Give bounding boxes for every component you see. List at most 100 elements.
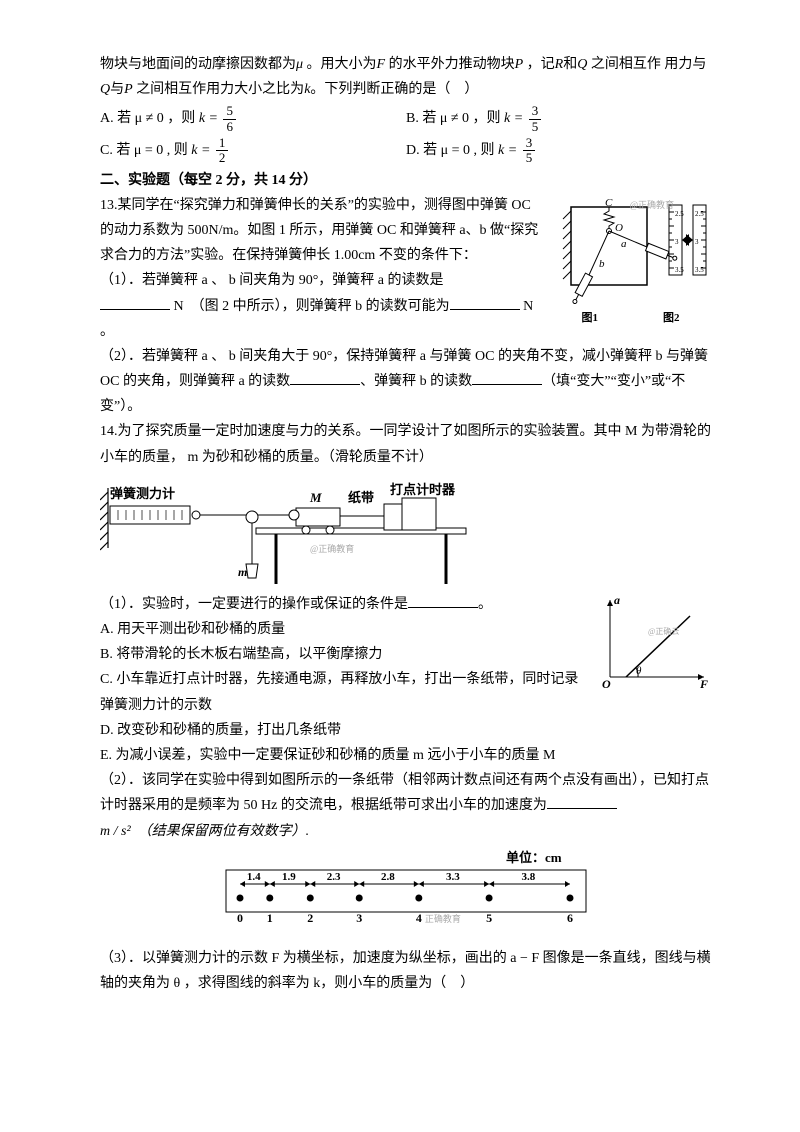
opt-a-den: 6 [223,120,236,134]
svg-text:1.9: 1.9 [282,871,296,883]
Q1: Q [577,57,587,72]
opt-d-keq: k = [498,143,517,158]
svg-text:2.8: 2.8 [381,871,395,883]
opt-c-den: 2 [216,151,229,165]
svg-text:m: m [238,565,247,579]
svg-text:2: 2 [307,911,313,925]
svg-text:6: 6 [567,911,573,925]
blank-3 [290,370,360,385]
options-row-1: A. 若 μ ≠ 0 ，则 k = 56 B. 若 μ ≠ 0 ，则 k = 3… [100,104,712,134]
svg-text:3: 3 [695,238,699,246]
option-d: D. 若 μ = 0 , 则 k = 35 [406,136,712,166]
svg-text:3.5: 3.5 [675,266,684,274]
q14-p1: 14.为了探究质量一定时加速度与力的关系。一同学设计了如图所示的实验装置。其中 … [100,419,712,469]
opt-b-den: 5 [529,120,542,134]
svg-text:3.3: 3.3 [446,871,460,883]
intro-t1: 物块与地面间的动摩擦因数都为 [100,57,296,72]
intro-t4: ，记 [527,57,555,72]
q14-D: D. 改变砂和砂桶的质量，打出几条纸带 [100,718,712,743]
q13-s2b: 、弹簧秤 b 的读数 [360,374,472,389]
q13-t1: 某同学在“探究弹力和弹簧伸长的关系”的实验中，测得图中弹簧 OC 的动力系数为 … [100,198,538,263]
q14-t1: 为了探究质量一定时加速度与力的关系。一同学设计了如图所示的实验装置。其中 M 为… [100,424,711,464]
blank-2 [450,295,520,310]
svg-text:a: a [614,593,620,607]
svg-text:F: F [699,677,708,691]
q13-figure: @正确教育 C O a b [549,197,712,329]
opt-a-keq: k = [199,111,218,126]
q14-apparatus: 弹簧测力计 m M 纸带 打点计时器 @正确教育 [100,476,712,586]
blank-6 [547,794,617,809]
aF-graph: a F O θ @正确云 [592,592,712,692]
svg-text:θ: θ [636,665,642,677]
intro-para: 物块与地面间的动摩擦因数都为μ 。用大小为F 的水平外力推动物块P ，记R和Q … [100,52,712,102]
q14-s2unit: m / s² （结果保留两位有效数字）. [100,824,309,839]
svg-text:O: O [615,222,623,234]
svg-text:0: 0 [237,911,243,925]
opt-c-text: C. 若 μ = 0 , 则 [100,143,191,158]
q14-sub2u: m / s² （结果保留两位有效数字）. [100,819,712,844]
svg-text:b: b [599,258,605,270]
opt-b-num: 3 [529,104,542,119]
intro-and: 和 [563,57,577,72]
mu1: μ [296,57,303,72]
options-row-2: C. 若 μ = 0 , 则 k = 12 D. 若 μ = 0 , 则 k =… [100,136,712,166]
blank-4 [472,370,542,385]
opt-a-num: 5 [223,104,236,119]
svg-text:2.5: 2.5 [675,210,684,218]
opt-c-keq: k = [191,143,210,158]
svg-text:2.5: 2.5 [695,210,704,218]
opt-b-frac: 35 [529,104,542,134]
q13-s1b: N （图 2 中所示），则弹簧秤 b 的读数可能为 [174,299,450,314]
P2: P [124,82,133,97]
svg-text:1: 1 [267,911,273,925]
intro-t9: 。下列判断正确的是（ ） [310,82,478,97]
svg-text:正确教育: 正确教育 [425,913,461,924]
intro-t2: 。用大小为 [307,57,377,72]
svg-text:M: M [309,490,322,505]
q13-num: 13. [100,198,118,213]
F1: F [377,57,386,72]
intro-t8: 之间相互作用力大小之比为 [136,82,304,97]
q14-sub2: （2）．该同学在实验中得到如图所示的一条纸带（相邻两计数点间还有两个点没有画出）… [100,768,712,818]
option-b: B. 若 μ ≠ 0 ，则 k = 35 [406,104,712,134]
R1: R [555,57,564,72]
blank-1 [100,295,170,310]
q14-sub3: （3）．以弹簧测力计的示数 F 为横坐标，加速度为纵坐标，画出的 a − F 图… [100,946,712,996]
q13-svg: C O a b 2.5 [549,197,712,307]
q14-s1end: 。 [478,597,492,612]
q14-s2a: （2）．该同学在实验中得到如图所示的一条纸带（相邻两计数点间还有两个点没有画出）… [100,773,709,813]
svg-text:3: 3 [356,911,362,925]
opt-d-text: D. 若 μ = 0 , 则 [406,143,498,158]
fig2-cap: 图2 [663,309,680,329]
svg-text:3: 3 [675,238,679,246]
opt-a-text: A. 若 μ ≠ 0 ，则 [100,111,199,126]
tape-figure: 单位：cm 01234561.41.92.32.83.33.8正确教育 [100,850,712,940]
option-a: A. 若 μ ≠ 0 ，则 k = 56 [100,104,406,134]
svg-text:@正确云: @正确云 [648,626,679,636]
svg-text:弹簧测力计: 弹簧测力计 [110,486,175,501]
fig1-cap: 图1 [582,309,599,329]
blank-5 [408,593,478,608]
Q2: Q [100,82,110,97]
intro-t6: 用力与 [664,57,706,72]
opt-d-num: 3 [523,136,536,151]
opt-a-frac: 56 [223,104,236,134]
svg-text:O: O [602,677,611,691]
opt-c-frac: 12 [216,136,229,166]
intro-t3: 的水平外力推动物块 [389,57,515,72]
q14-s1a: （1）．实验时，一定要进行的操作或保证的条件是 [100,597,408,612]
option-c: C. 若 μ = 0 , 则 k = 12 [100,136,406,166]
svg-text:纸带: 纸带 [348,490,374,505]
svg-text:3.8: 3.8 [522,871,536,883]
opt-d-frac: 35 [523,136,536,166]
q14-E: E. 为减小误差，实验中一定要保证砂和砂桶的质量 m 远小于小车的质量 M [100,743,712,768]
svg-text:5: 5 [486,911,492,925]
watermark-icon: @正确教育 [630,197,674,213]
svg-text:1.4: 1.4 [247,871,261,883]
q14-num: 14. [100,424,118,439]
svg-text:4: 4 [416,911,422,925]
svg-text:a: a [621,238,627,250]
q13-s1a: （1）．若弹簧秤 a 、 b 间夹角为 90°，弹簧秤 a 的读数是 [100,273,444,288]
opt-b-text: B. 若 μ ≠ 0 ，则 [406,111,504,126]
svg-text:单位：cm: 单位：cm [506,850,562,865]
